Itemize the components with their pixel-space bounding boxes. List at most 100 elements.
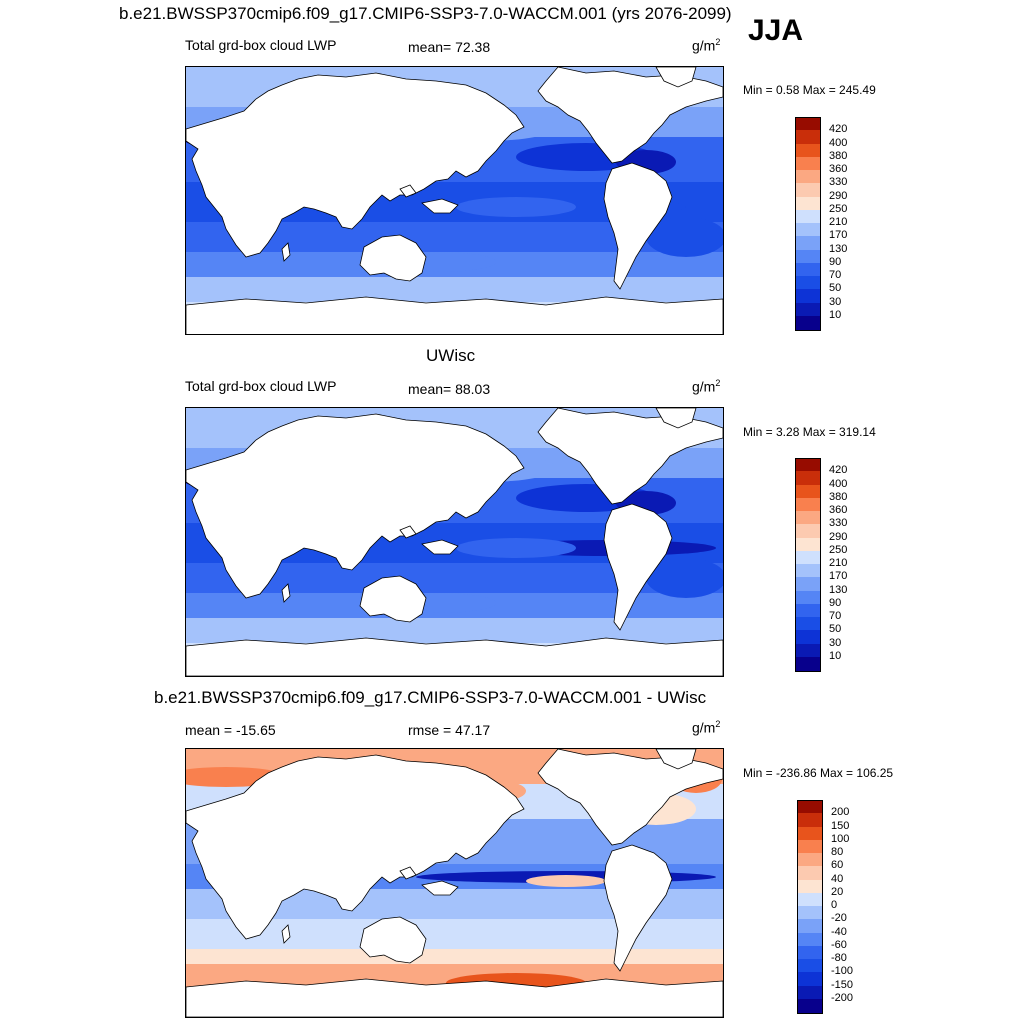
colorbar-box	[797, 972, 823, 986]
colorbar-box	[797, 879, 823, 894]
land-mass	[359, 916, 427, 964]
land-mass	[281, 583, 291, 603]
colorbar-tick-label: 250	[829, 543, 848, 556]
land-mass	[186, 978, 723, 1017]
colorbar-tick-label: -40	[831, 925, 847, 938]
colorbar-box	[795, 458, 821, 473]
panel2-title: UWisc	[426, 346, 476, 365]
land-mass	[603, 162, 673, 290]
colorbar-box	[797, 866, 823, 880]
colorbar-tick-label: 210	[829, 216, 848, 228]
colorbar-box	[795, 603, 821, 618]
colorbar-tick-label: 360	[829, 504, 848, 516]
land-mass	[655, 408, 697, 429]
colorbar-box	[795, 550, 821, 565]
colorbar-box	[795, 117, 821, 132]
colorbar-box	[795, 484, 821, 499]
colorbar-box	[795, 471, 821, 485]
land-mass	[186, 637, 723, 676]
panel2-mean: mean= 88.03	[408, 381, 491, 397]
colorbar-tick-label: -20	[831, 912, 847, 925]
colorbar-tick-label: 400	[829, 136, 848, 149]
colorbar-tick-label: 70	[829, 610, 842, 622]
colorbar-box	[795, 630, 821, 644]
colorbar-box	[797, 998, 823, 1014]
colorbar-box	[795, 130, 821, 144]
colorbar-tick-label: 290	[829, 530, 848, 543]
land-mass	[359, 234, 427, 282]
colorbar-box	[795, 590, 821, 605]
panel2-colorbar: 420 400 380 360 330 290 250 210 170 130 90 70 50 30 10	[795, 458, 875, 672]
field-patch	[526, 875, 606, 887]
panel3-map	[185, 748, 724, 1018]
land-mass	[603, 503, 673, 631]
colorbar-box	[795, 302, 821, 317]
colorbar-box	[795, 617, 821, 631]
map-field	[186, 67, 723, 334]
colorbar-box	[797, 919, 823, 933]
colorbar-tick-label: 70	[829, 269, 842, 281]
panel1-map	[185, 66, 724, 335]
colorbar-tick-label: 60	[831, 859, 844, 872]
panel3-minmax: Min = -236.86 Max = 106.25	[743, 766, 894, 780]
colorbar-box	[795, 497, 821, 512]
colorbar-tick-label: -60	[831, 938, 847, 951]
land-mass	[421, 539, 459, 555]
field-band	[186, 949, 723, 964]
colorbar-tick-label: 330	[829, 176, 848, 189]
panel1-minmax: Min = 0.58 Max = 245.49	[743, 83, 876, 97]
panel2-variable: Total grd-box cloud LWP	[185, 378, 337, 394]
land-mass	[421, 880, 459, 896]
panel1-units: g/m2	[692, 37, 721, 54]
colorbar-tick-label: 10	[829, 308, 842, 321]
colorbar-tick-label: 90	[829, 596, 842, 609]
field-patch	[646, 217, 723, 257]
panel1-mean: mean= 72.38	[408, 39, 491, 55]
land-mass	[421, 198, 459, 214]
land-mass	[281, 924, 291, 944]
colorbar-box	[797, 945, 823, 960]
colorbar-tick-label: 10	[829, 649, 842, 662]
panel3-rmse: rmse = 47.17	[408, 722, 491, 738]
colorbar-tick-label: 90	[829, 255, 842, 268]
colorbar-box	[795, 262, 821, 277]
colorbar-box	[797, 813, 823, 827]
colorbar-tick-label: 30	[829, 636, 842, 649]
colorbar-box	[795, 156, 821, 171]
land-mass	[359, 575, 427, 623]
colorbar-box	[797, 932, 823, 947]
field-patch	[456, 538, 576, 558]
panel3-mean: mean = -15.65	[185, 722, 276, 738]
colorbar-box	[795, 183, 821, 197]
colorbar-box	[797, 892, 823, 907]
colorbar-box	[795, 537, 821, 552]
land-mass	[603, 844, 673, 972]
colorbar-box	[795, 564, 821, 578]
colorbar-tick-label: 20	[831, 885, 844, 898]
land-mass	[655, 67, 697, 88]
field-band	[186, 618, 723, 643]
colorbar-tick-label: 290	[829, 189, 848, 202]
colorbar-box	[795, 236, 821, 250]
land-mass	[399, 866, 417, 880]
panel1-colorbar: 420 400 380 360 330 290 250 210 170 130 90 70 50 30 10	[795, 117, 875, 331]
land-mass	[655, 749, 697, 770]
colorbar-tick-label: 420	[829, 123, 848, 136]
panel2-units: g/m2	[692, 378, 721, 395]
colorbar-box	[797, 959, 823, 973]
colorbar-box	[795, 276, 821, 290]
colorbar-box	[797, 800, 823, 815]
colorbar-tick-label: 80	[831, 846, 844, 858]
map-field	[186, 749, 723, 1017]
colorbar-tick-label: 330	[829, 517, 848, 530]
panel3-colorbar: 200 150 100 80 60 40 20 0 -20 -40 -60 -80 -100 -150 -2…	[797, 800, 877, 1014]
colorbar-tick-label: 130	[829, 242, 848, 255]
colorbar-tick-label: 150	[831, 819, 850, 832]
colorbar-tick-label: -80	[831, 952, 847, 964]
colorbar-box	[797, 839, 823, 854]
colorbar-tick-label: -200	[831, 991, 854, 1004]
colorbar-tick-label: -150	[831, 978, 854, 991]
colorbar-box	[795, 315, 821, 331]
colorbar-tick-label: 400	[829, 477, 848, 490]
colorbar-box	[795, 511, 821, 525]
